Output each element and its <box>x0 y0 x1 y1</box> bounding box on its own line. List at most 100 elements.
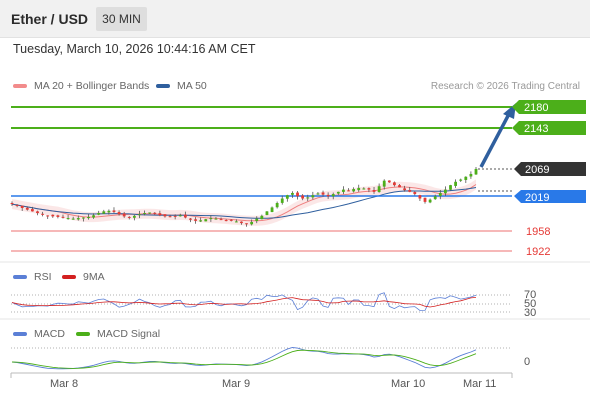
rsi-50-label: 50 <box>524 298 536 310</box>
candle-up <box>102 211 106 214</box>
instrument-title: Ether / USD <box>11 11 89 27</box>
macd-signal-line <box>11 349 477 369</box>
candle-up <box>71 218 75 220</box>
candle-up <box>107 210 111 213</box>
candle-down <box>229 219 233 221</box>
candle-down <box>158 213 162 216</box>
candle-up <box>92 215 95 218</box>
legend-label: MACD <box>34 328 65 340</box>
candle-down <box>20 205 24 209</box>
candle-up <box>428 199 432 203</box>
candle-down <box>122 213 126 217</box>
timeframe-button[interactable]: 30 MIN <box>96 7 147 31</box>
candle-down <box>163 214 167 217</box>
candle-up <box>469 173 473 177</box>
rsi-30-label: 30 <box>524 307 536 319</box>
rsi-70-label: 70 <box>524 289 536 301</box>
ma50-swatch <box>156 84 170 88</box>
ma20-swatch <box>13 84 27 88</box>
price-badge-2143: 2143 <box>512 121 586 135</box>
candle-down <box>240 221 243 224</box>
candle-up <box>148 212 152 214</box>
candle-up <box>285 195 289 199</box>
support-label-1922: 1922 <box>526 246 550 258</box>
9ma-swatch <box>62 275 76 279</box>
candle-down <box>393 182 396 186</box>
candle-up <box>352 189 356 192</box>
legend-label: RSI <box>34 271 52 283</box>
candle-down <box>326 194 330 197</box>
candle-down <box>347 190 350 192</box>
candle-up <box>255 218 259 222</box>
legend-label: MA 50 <box>177 80 207 92</box>
candle-down <box>367 188 371 190</box>
candle-down <box>30 209 34 212</box>
legend-ma50: MA 50 <box>156 80 207 92</box>
candle-down <box>245 223 248 225</box>
legend-label: 9MA <box>83 271 105 283</box>
candle-down <box>61 216 65 218</box>
candle-down <box>51 214 55 217</box>
candle-up <box>454 181 458 186</box>
candle-up <box>199 220 203 222</box>
candle-up <box>357 187 361 191</box>
price-label: 2019 <box>525 192 549 204</box>
candle-up <box>66 218 70 220</box>
macd-line <box>11 347 477 370</box>
candle-up <box>377 186 381 193</box>
candle-down <box>398 185 401 188</box>
macd-swatch <box>13 332 27 336</box>
candle-down <box>372 190 376 192</box>
candle-down <box>10 203 14 205</box>
candle-down <box>56 215 60 217</box>
candle-down <box>387 180 391 183</box>
candle-up <box>444 189 447 194</box>
candle-up <box>316 193 320 195</box>
legend-label: MA 20 + Bollinger Bands <box>34 80 150 92</box>
candle-down <box>173 215 177 217</box>
candle-up <box>280 198 284 203</box>
ma50-line <box>11 187 477 219</box>
candle-up <box>336 191 340 194</box>
candle-up <box>459 179 463 181</box>
candle-up <box>76 218 80 220</box>
x-axis-label: Mar 8 <box>50 378 78 390</box>
x-axis-label: Mar 10 <box>391 378 425 390</box>
legend-label: MACD Signal <box>97 328 161 340</box>
candle-down <box>321 192 325 195</box>
timestamp: Tuesday, March 10, 2026 10:44:16 AM CET <box>13 42 256 56</box>
rsi-line <box>11 292 477 311</box>
candle-up <box>97 213 101 215</box>
candle-up <box>265 211 269 215</box>
candle-up <box>362 188 366 190</box>
candle-up <box>382 180 386 187</box>
candle-up <box>275 203 279 208</box>
legend-9ma: 9MA <box>62 271 105 283</box>
legend-ma20-bollinger: MA 20 + Bollinger Bands <box>13 80 149 92</box>
candle-down <box>224 220 228 222</box>
chart-header: Ether / USD 30 MIN <box>0 0 590 38</box>
candle-up <box>81 217 85 219</box>
candle-up <box>250 221 254 225</box>
candle-up <box>291 192 294 195</box>
candle-up <box>342 189 345 192</box>
candle-down <box>36 211 39 214</box>
candle-up <box>311 195 315 198</box>
candle-down <box>117 212 121 215</box>
candle-down <box>418 195 422 199</box>
legend-macd: MACD <box>13 328 65 340</box>
legend-macd-signal: MACD Signal <box>76 328 160 340</box>
candle-down <box>25 207 29 210</box>
x-axis-label: Mar 9 <box>222 378 250 390</box>
candle-up <box>464 176 468 180</box>
price-badge-2019: 2019 <box>514 190 586 204</box>
candle-down <box>46 215 50 217</box>
candle-down <box>168 216 172 218</box>
candle-up <box>433 196 437 200</box>
research-credit: Research © 2026 Trading Central <box>430 81 580 92</box>
x-axis-label: Mar 11 <box>463 378 496 390</box>
candle-up <box>260 215 264 220</box>
legend-rsi: RSI <box>13 271 52 283</box>
price-badge-2069: 2069 <box>514 162 586 176</box>
